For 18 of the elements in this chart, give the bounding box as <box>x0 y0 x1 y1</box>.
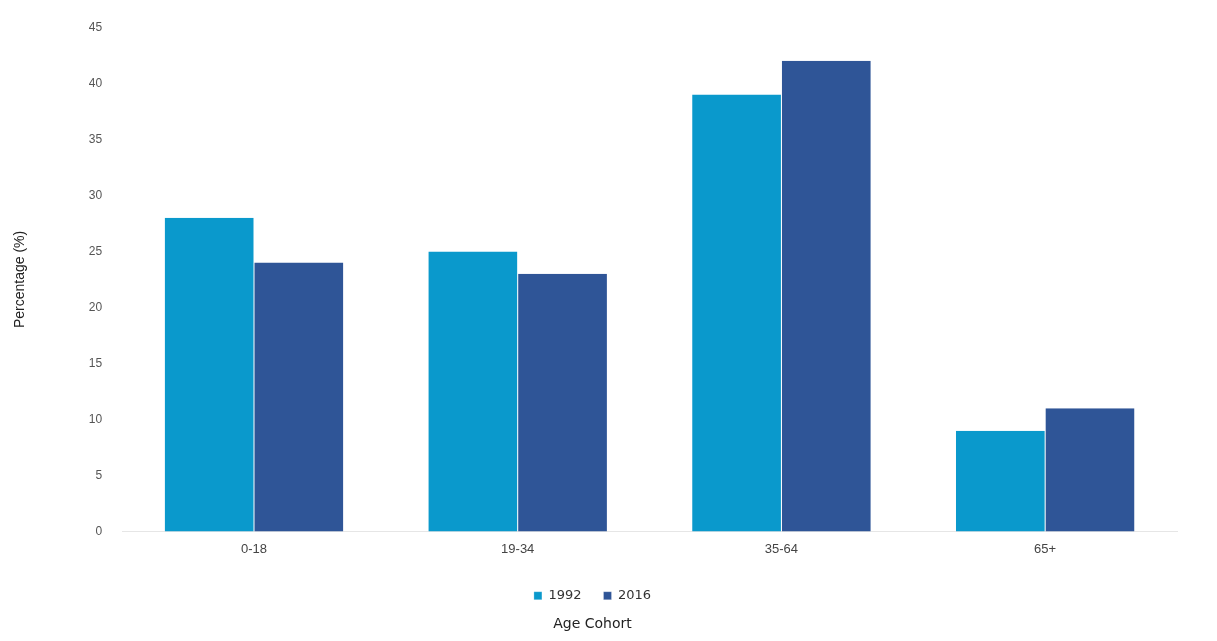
x-tick-label: 35-64 <box>764 540 799 556</box>
x-tick-label: 0-18 <box>240 540 268 556</box>
y-tick-label: 0 <box>95 523 103 538</box>
y-tick-label: 25 <box>88 243 103 258</box>
x-axis-title: Age Cohort <box>553 615 633 632</box>
x-tick-label: 19-34 <box>501 540 535 556</box>
y-tick-label: 45 <box>88 19 103 34</box>
x-tick-label: 65+ <box>1034 540 1057 556</box>
legend-label: 1992 <box>548 587 582 603</box>
y-tick-label: 30 <box>88 187 103 202</box>
y-tick-label: 20 <box>88 299 103 314</box>
y-tick-label: 5 <box>95 467 103 482</box>
legend-label: 2016 <box>618 587 652 603</box>
y-tick-label: 35 <box>88 131 103 146</box>
y-tick-label: 15 <box>88 355 103 370</box>
y-axis-title: Percentage (%) <box>11 230 28 329</box>
y-tick-label: 40 <box>88 75 103 90</box>
y-tick-label: 10 <box>88 411 103 426</box>
